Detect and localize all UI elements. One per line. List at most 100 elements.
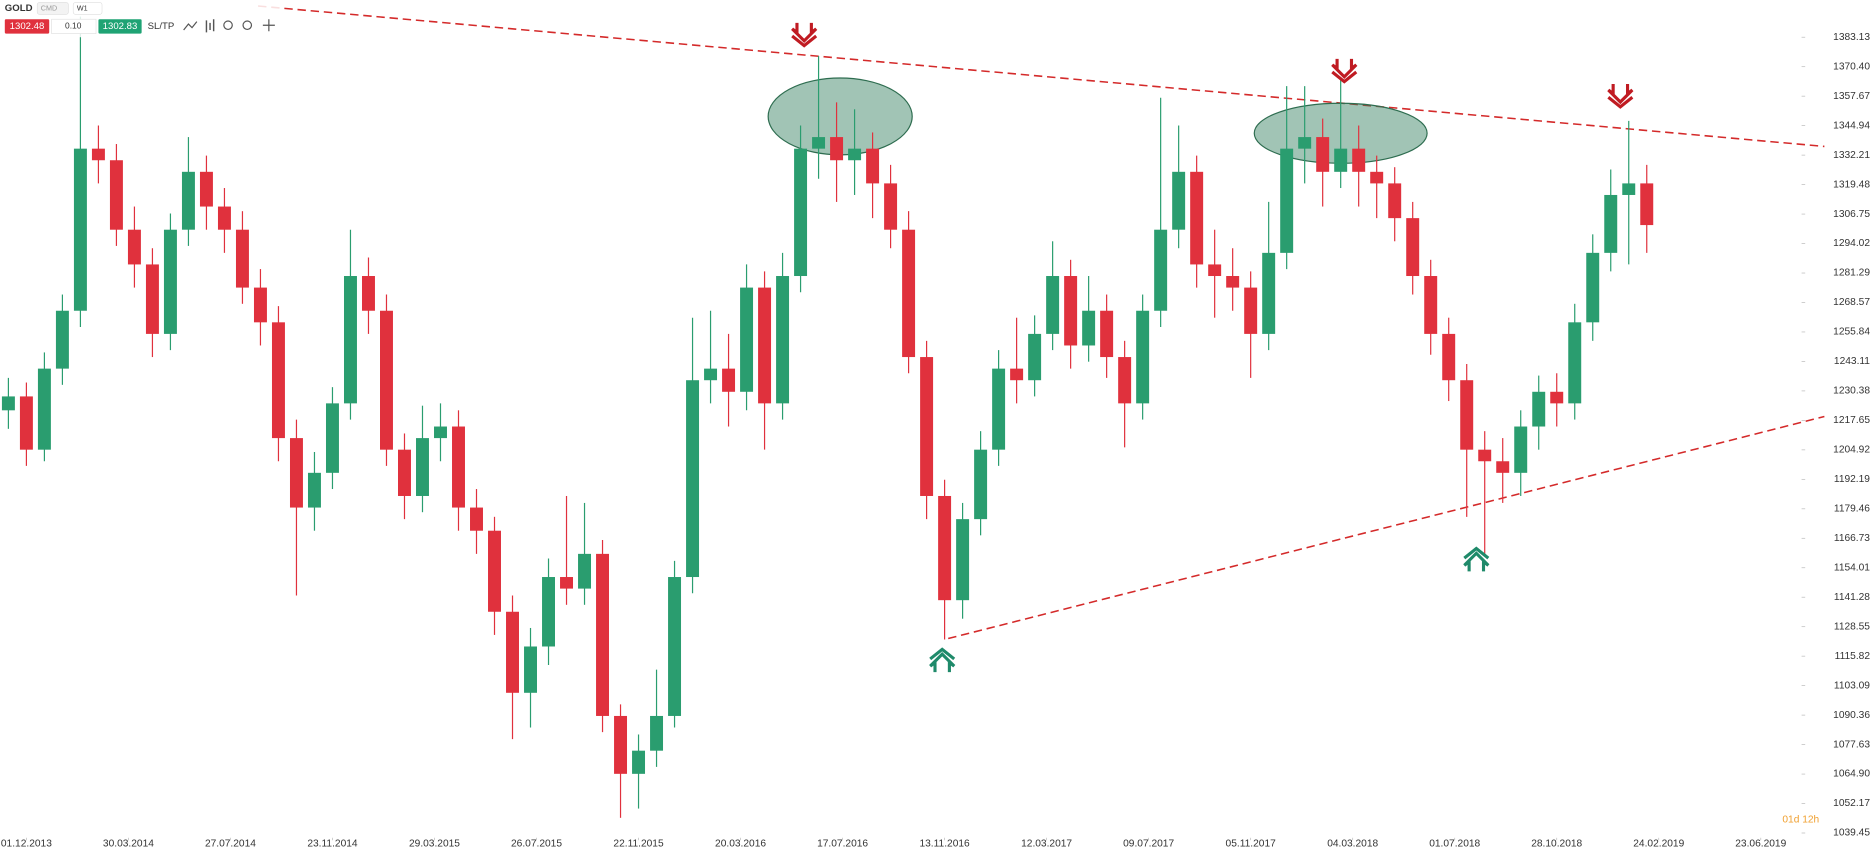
x-tick-label: 01.12.2013 xyxy=(1,838,52,849)
zoom-in[interactable] xyxy=(242,20,253,31)
candle-body xyxy=(1244,287,1258,334)
candle-body xyxy=(1640,183,1654,226)
y-tick-label: 1243.11 xyxy=(1834,356,1870,367)
candle-body xyxy=(1100,310,1114,358)
candle-body xyxy=(434,426,447,439)
x-tick-label: 04.03.2018 xyxy=(1327,838,1378,849)
timeframe: W1 xyxy=(77,3,88,12)
candle-body xyxy=(1604,194,1618,253)
x-tick-label: 27.07.2014 xyxy=(205,838,256,849)
candle-body xyxy=(1442,333,1456,381)
y-tick-label: 1064.90 xyxy=(1833,769,1870,780)
y-tick-label: 1154.01 xyxy=(1834,562,1870,573)
y-tick-label: 1332.21 xyxy=(1833,150,1870,161)
candle-body xyxy=(1028,333,1042,381)
buy-arrow xyxy=(929,647,956,673)
candle-body xyxy=(560,577,574,589)
y-tick-label: 1370.40 xyxy=(1833,61,1870,72)
x-tick-label: 23.11.2014 xyxy=(307,838,358,849)
candle-body xyxy=(1388,183,1402,219)
candle-body xyxy=(235,229,249,288)
candle-body xyxy=(1262,252,1276,334)
y-tick-label: 1204.92 xyxy=(1833,445,1870,456)
sell-button[interactable] xyxy=(4,19,50,34)
candle-body xyxy=(1550,391,1564,404)
candle-body xyxy=(416,438,429,496)
x-tick-label: 20.03.2016 xyxy=(715,838,766,849)
candle-body xyxy=(1514,426,1528,473)
candle-body xyxy=(776,276,790,404)
x-tick-label: 13.11.2016 xyxy=(919,838,970,849)
candle-body xyxy=(1190,171,1204,265)
y-tick-label: 1306.75 xyxy=(1833,209,1870,220)
x-tick-label: 01.07.2018 xyxy=(1429,838,1480,849)
crosshair[interactable] xyxy=(262,19,275,32)
candle-body xyxy=(380,310,393,450)
candle-body xyxy=(686,380,700,578)
candle-body xyxy=(722,368,736,392)
y-tick-label: 1166.73 xyxy=(1834,533,1870,544)
y-tick-label: 1103.09 xyxy=(1834,680,1870,691)
support-line xyxy=(948,415,1825,640)
candle-body xyxy=(1046,276,1060,334)
candle-body xyxy=(614,715,628,774)
candle-body xyxy=(217,206,231,230)
resistance-line xyxy=(257,5,1825,148)
buy-price: 1302.83 xyxy=(103,21,138,32)
candle-body xyxy=(289,438,303,508)
candle-body xyxy=(1064,276,1078,346)
candle-body xyxy=(848,148,862,161)
candle-body xyxy=(578,553,592,589)
candle-body xyxy=(253,287,267,323)
candle-body xyxy=(632,750,646,774)
candle-body xyxy=(73,148,87,311)
candle-body xyxy=(1478,449,1492,462)
sell-arrow xyxy=(1331,58,1358,84)
y-tick-label: 1192.19 xyxy=(1834,474,1870,485)
candle-body xyxy=(55,310,69,369)
chart-type-tool[interactable] xyxy=(205,19,215,33)
symbol: GOLD xyxy=(5,3,33,14)
candle-body xyxy=(812,137,826,149)
x-tick-label: 17.07.2016 xyxy=(817,838,868,849)
y-tick-label: 1294.02 xyxy=(1833,238,1870,249)
x-tick-label: 28.10.2018 xyxy=(1531,838,1582,849)
x-tick-label: 12.03.2017 xyxy=(1021,838,1072,849)
candle-body xyxy=(1,396,15,411)
candle-body xyxy=(1154,229,1168,311)
line-tool[interactable] xyxy=(183,21,198,31)
y-tick-label: 1281.29 xyxy=(1833,268,1870,279)
candle-body xyxy=(1136,310,1150,404)
sell-arrow xyxy=(1607,84,1634,109)
y-tick-label: 1077.63 xyxy=(1833,739,1870,750)
candle-body xyxy=(668,577,682,716)
signal-arrows xyxy=(791,22,1634,673)
candle-body xyxy=(343,276,357,404)
candle-body xyxy=(884,183,898,230)
spread: 0.10 xyxy=(65,21,82,31)
candle-body xyxy=(1118,357,1132,404)
sltp-button[interactable]: SL/TP xyxy=(148,21,175,32)
candle-body xyxy=(145,264,159,334)
candle-body xyxy=(1568,322,1582,404)
buy-button[interactable] xyxy=(98,19,142,34)
timeframe-box[interactable] xyxy=(72,2,103,15)
y-tick-label: 1344.94 xyxy=(1833,120,1870,131)
x-tick-label: 23.06.2019 xyxy=(1735,838,1786,849)
x-tick-label: 24.02.2019 xyxy=(1633,838,1684,849)
y-tick-label: 1128.55 xyxy=(1834,621,1870,632)
zoom-out[interactable] xyxy=(223,20,233,31)
market-box[interactable] xyxy=(36,2,69,15)
candle-body xyxy=(1298,137,1312,149)
candle-body xyxy=(596,553,610,716)
x-tick-label: 09.07.2017 xyxy=(1123,838,1174,849)
y-tick-label: 1230.38 xyxy=(1833,386,1870,397)
candle-body xyxy=(1172,171,1186,230)
y-tick-label: 1115.82 xyxy=(1835,651,1871,662)
candle-body xyxy=(361,276,375,311)
candle-body xyxy=(127,229,141,265)
candle-body xyxy=(974,449,988,520)
candle-body xyxy=(91,148,105,161)
